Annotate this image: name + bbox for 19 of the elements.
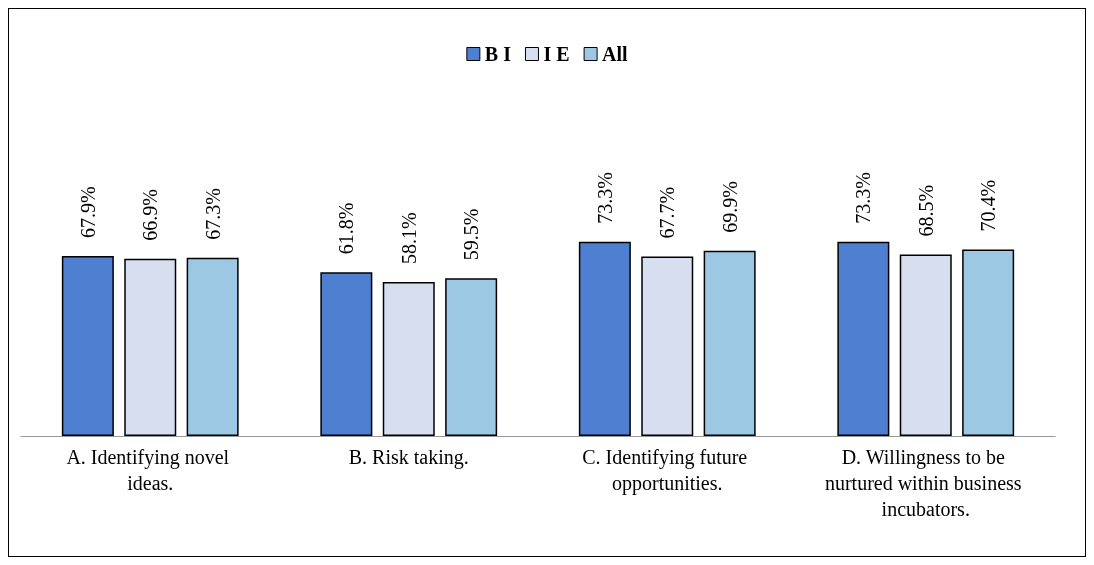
data-label: 61.8% (335, 202, 358, 255)
data-label: 59.5% (460, 208, 483, 261)
data-label: 68.5% (914, 184, 937, 237)
data-label: 67.3% (201, 187, 224, 240)
legend-label: B I (484, 43, 512, 65)
data-label: 69.9% (718, 181, 741, 233)
x-tick-label: C. Identifying future opportunities. (582, 446, 753, 495)
x-tick-label: A. Identifying novel ideas. (66, 446, 235, 494)
data-label: 73.3% (593, 172, 616, 224)
legend-label: All (602, 43, 629, 65)
data-label: 58.1% (397, 212, 420, 265)
data-label: 73.3% (852, 172, 875, 224)
data-label: 70.4% (977, 179, 1000, 232)
x-tick-label: B. Risk taking. (348, 446, 469, 469)
data-label: 66.9% (139, 189, 162, 241)
legend-label: I E (543, 43, 570, 65)
data-label: 67.7% (656, 186, 679, 239)
x-tick-label: D. Willingness to be nurtured within business incubators. (824, 446, 1027, 520)
data-label: 67.9% (76, 186, 99, 239)
